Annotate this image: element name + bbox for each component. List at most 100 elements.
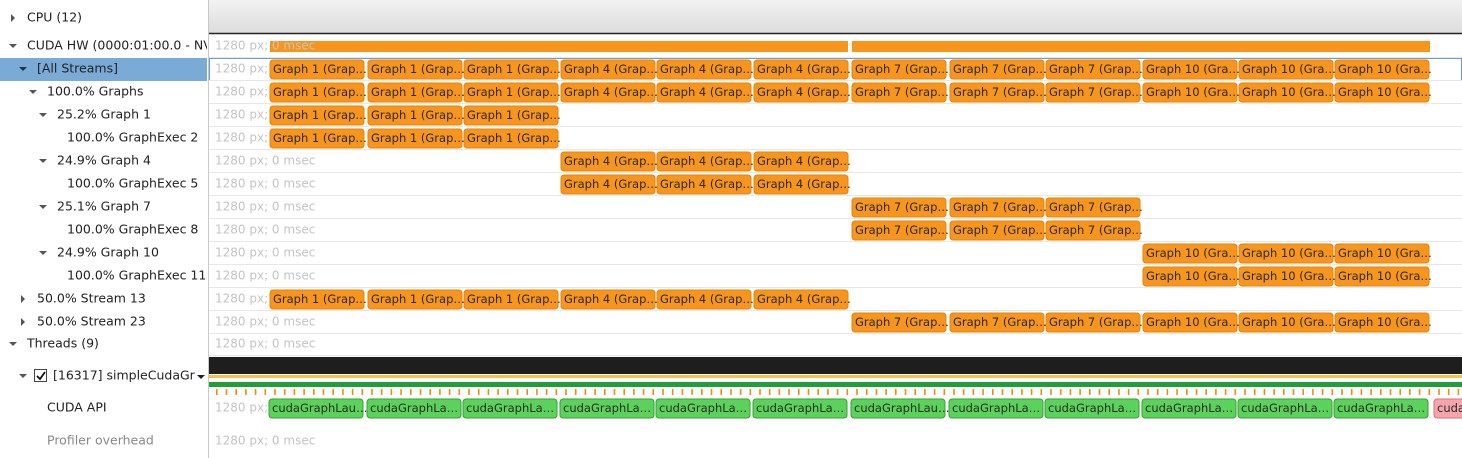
tree-label[interactable]: Threads (9)	[26, 336, 99, 351]
expand-arrow[interactable]	[21, 295, 25, 303]
kernel-block[interactable]	[1142, 82, 1238, 103]
kernel-block[interactable]	[463, 105, 559, 126]
tree-label[interactable]: 50.0% Stream 23	[37, 314, 146, 329]
api-call[interactable]	[1433, 398, 1462, 419]
kernel-block[interactable]	[463, 59, 559, 80]
kernel-block[interactable]	[560, 174, 656, 195]
collapse-arrow[interactable]	[39, 205, 47, 209]
kernel-block[interactable]	[1238, 59, 1334, 80]
kernel-block[interactable]	[851, 197, 947, 218]
api-call[interactable]	[366, 398, 462, 419]
kernel-block[interactable]	[269, 289, 365, 310]
collapse-arrow[interactable]	[29, 90, 37, 94]
kernel-block[interactable]	[1142, 243, 1238, 264]
kernel-block[interactable]	[851, 220, 947, 241]
kernel-block[interactable]	[1045, 312, 1141, 333]
kernel-block[interactable]	[367, 105, 463, 126]
kernel-block[interactable]	[463, 128, 559, 149]
tree-label[interactable]: CUDA HW (0000:01:00.0 - NVIDIA	[27, 38, 238, 53]
kernel-block[interactable]	[367, 289, 463, 310]
expand-arrow[interactable]	[11, 14, 15, 22]
collapse-arrow[interactable]	[39, 251, 47, 255]
tree-label[interactable]: 100.0% GraphExec 2	[67, 130, 198, 145]
api-call[interactable]	[1141, 398, 1237, 419]
api-call[interactable]	[1044, 398, 1140, 419]
tree-label[interactable]: [All Streams]	[37, 61, 118, 76]
kernel-block[interactable]	[1045, 82, 1141, 103]
collapse-arrow[interactable]	[39, 159, 47, 163]
kernel-block[interactable]	[1334, 243, 1430, 264]
kernel-block[interactable]	[1238, 82, 1334, 103]
kernel-block[interactable]	[753, 82, 849, 103]
api-call[interactable]	[1237, 398, 1333, 419]
kernel-block[interactable]	[1334, 266, 1430, 287]
kernel-block[interactable]	[367, 128, 463, 149]
kernel-block[interactable]	[1334, 59, 1430, 80]
api-call[interactable]	[1333, 398, 1429, 419]
kernel-block[interactable]	[269, 82, 365, 103]
collapse-arrow[interactable]	[9, 342, 17, 346]
api-call[interactable]	[462, 398, 558, 419]
kernel-block[interactable]	[656, 289, 752, 310]
api-call[interactable]	[850, 398, 946, 419]
kernel-block[interactable]	[656, 151, 752, 172]
kernel-block[interactable]	[656, 82, 752, 103]
api-call[interactable]	[948, 398, 1044, 419]
tree-label[interactable]: 50.0% Stream 13	[37, 291, 146, 306]
kernel-block[interactable]	[1238, 243, 1334, 264]
kernel-block[interactable]	[1142, 266, 1238, 287]
tree-label[interactable]: 100.0% GraphExec 11	[67, 268, 206, 283]
tree-label[interactable]: 24.9% Graph 4	[57, 153, 151, 168]
kernel-block[interactable]	[269, 128, 365, 149]
kernel-block[interactable]	[1142, 59, 1238, 80]
kernel-block[interactable]	[851, 59, 947, 80]
checkbox[interactable]	[34, 369, 47, 382]
tree-label[interactable]: 100.0% GraphExec 8	[67, 222, 198, 237]
api-call[interactable]	[752, 398, 848, 419]
collapse-arrow[interactable]	[19, 374, 27, 378]
tree-label[interactable]: Profiler overhead	[47, 433, 154, 448]
kernel-block[interactable]	[463, 82, 559, 103]
api-call[interactable]	[559, 398, 655, 419]
expand-arrow[interactable]	[21, 318, 25, 326]
kernel-block[interactable]	[1334, 82, 1430, 103]
kernel-block[interactable]	[753, 151, 849, 172]
tree-label[interactable]: CUDA API	[47, 400, 107, 415]
kernel-block[interactable]	[560, 59, 656, 80]
tree-label[interactable]: 24.9% Graph 10	[57, 245, 159, 260]
tree-label[interactable]: 100.0% Graphs	[47, 84, 144, 99]
tree-label[interactable]: 25.1% Graph 7	[57, 199, 151, 214]
kernel-block[interactable]	[949, 82, 1045, 103]
kernel-block[interactable]	[269, 105, 365, 126]
kernel-block[interactable]	[851, 312, 947, 333]
kernel-block[interactable]	[656, 174, 752, 195]
kernel-block[interactable]	[1045, 59, 1141, 80]
kernel-block[interactable]	[1045, 197, 1141, 218]
kernel-block[interactable]	[656, 59, 752, 80]
collapse-arrow[interactable]	[9, 44, 17, 48]
api-call[interactable]	[268, 398, 364, 419]
kernel-block[interactable]	[269, 59, 365, 80]
kernel-block[interactable]	[851, 82, 947, 103]
kernel-block[interactable]	[753, 174, 849, 195]
tree-label[interactable]: 25.2% Graph 1	[57, 107, 151, 122]
kernel-block[interactable]	[560, 289, 656, 310]
kernel-block[interactable]	[1142, 312, 1238, 333]
kernel-block[interactable]	[1045, 220, 1141, 241]
kernel-block[interactable]	[367, 59, 463, 80]
collapse-arrow[interactable]	[19, 67, 27, 71]
tree-label[interactable]: 100.0% GraphExec 5	[67, 176, 198, 191]
kernel-block[interactable]	[560, 82, 656, 103]
kernel-block[interactable]	[753, 289, 849, 310]
kernel-block[interactable]	[463, 289, 559, 310]
dropdown-arrow[interactable]	[197, 375, 205, 379]
kernel-block[interactable]	[949, 220, 1045, 241]
api-call[interactable]	[655, 398, 751, 419]
kernel-block[interactable]	[1238, 312, 1334, 333]
tree-label[interactable]: [16317] simpleCudaGraphs	[53, 368, 225, 383]
kernel-block[interactable]	[753, 59, 849, 80]
kernel-block[interactable]	[949, 59, 1045, 80]
kernel-block[interactable]	[949, 197, 1045, 218]
kernel-block[interactable]	[949, 312, 1045, 333]
tree-label[interactable]: CPU (12)	[27, 10, 82, 25]
